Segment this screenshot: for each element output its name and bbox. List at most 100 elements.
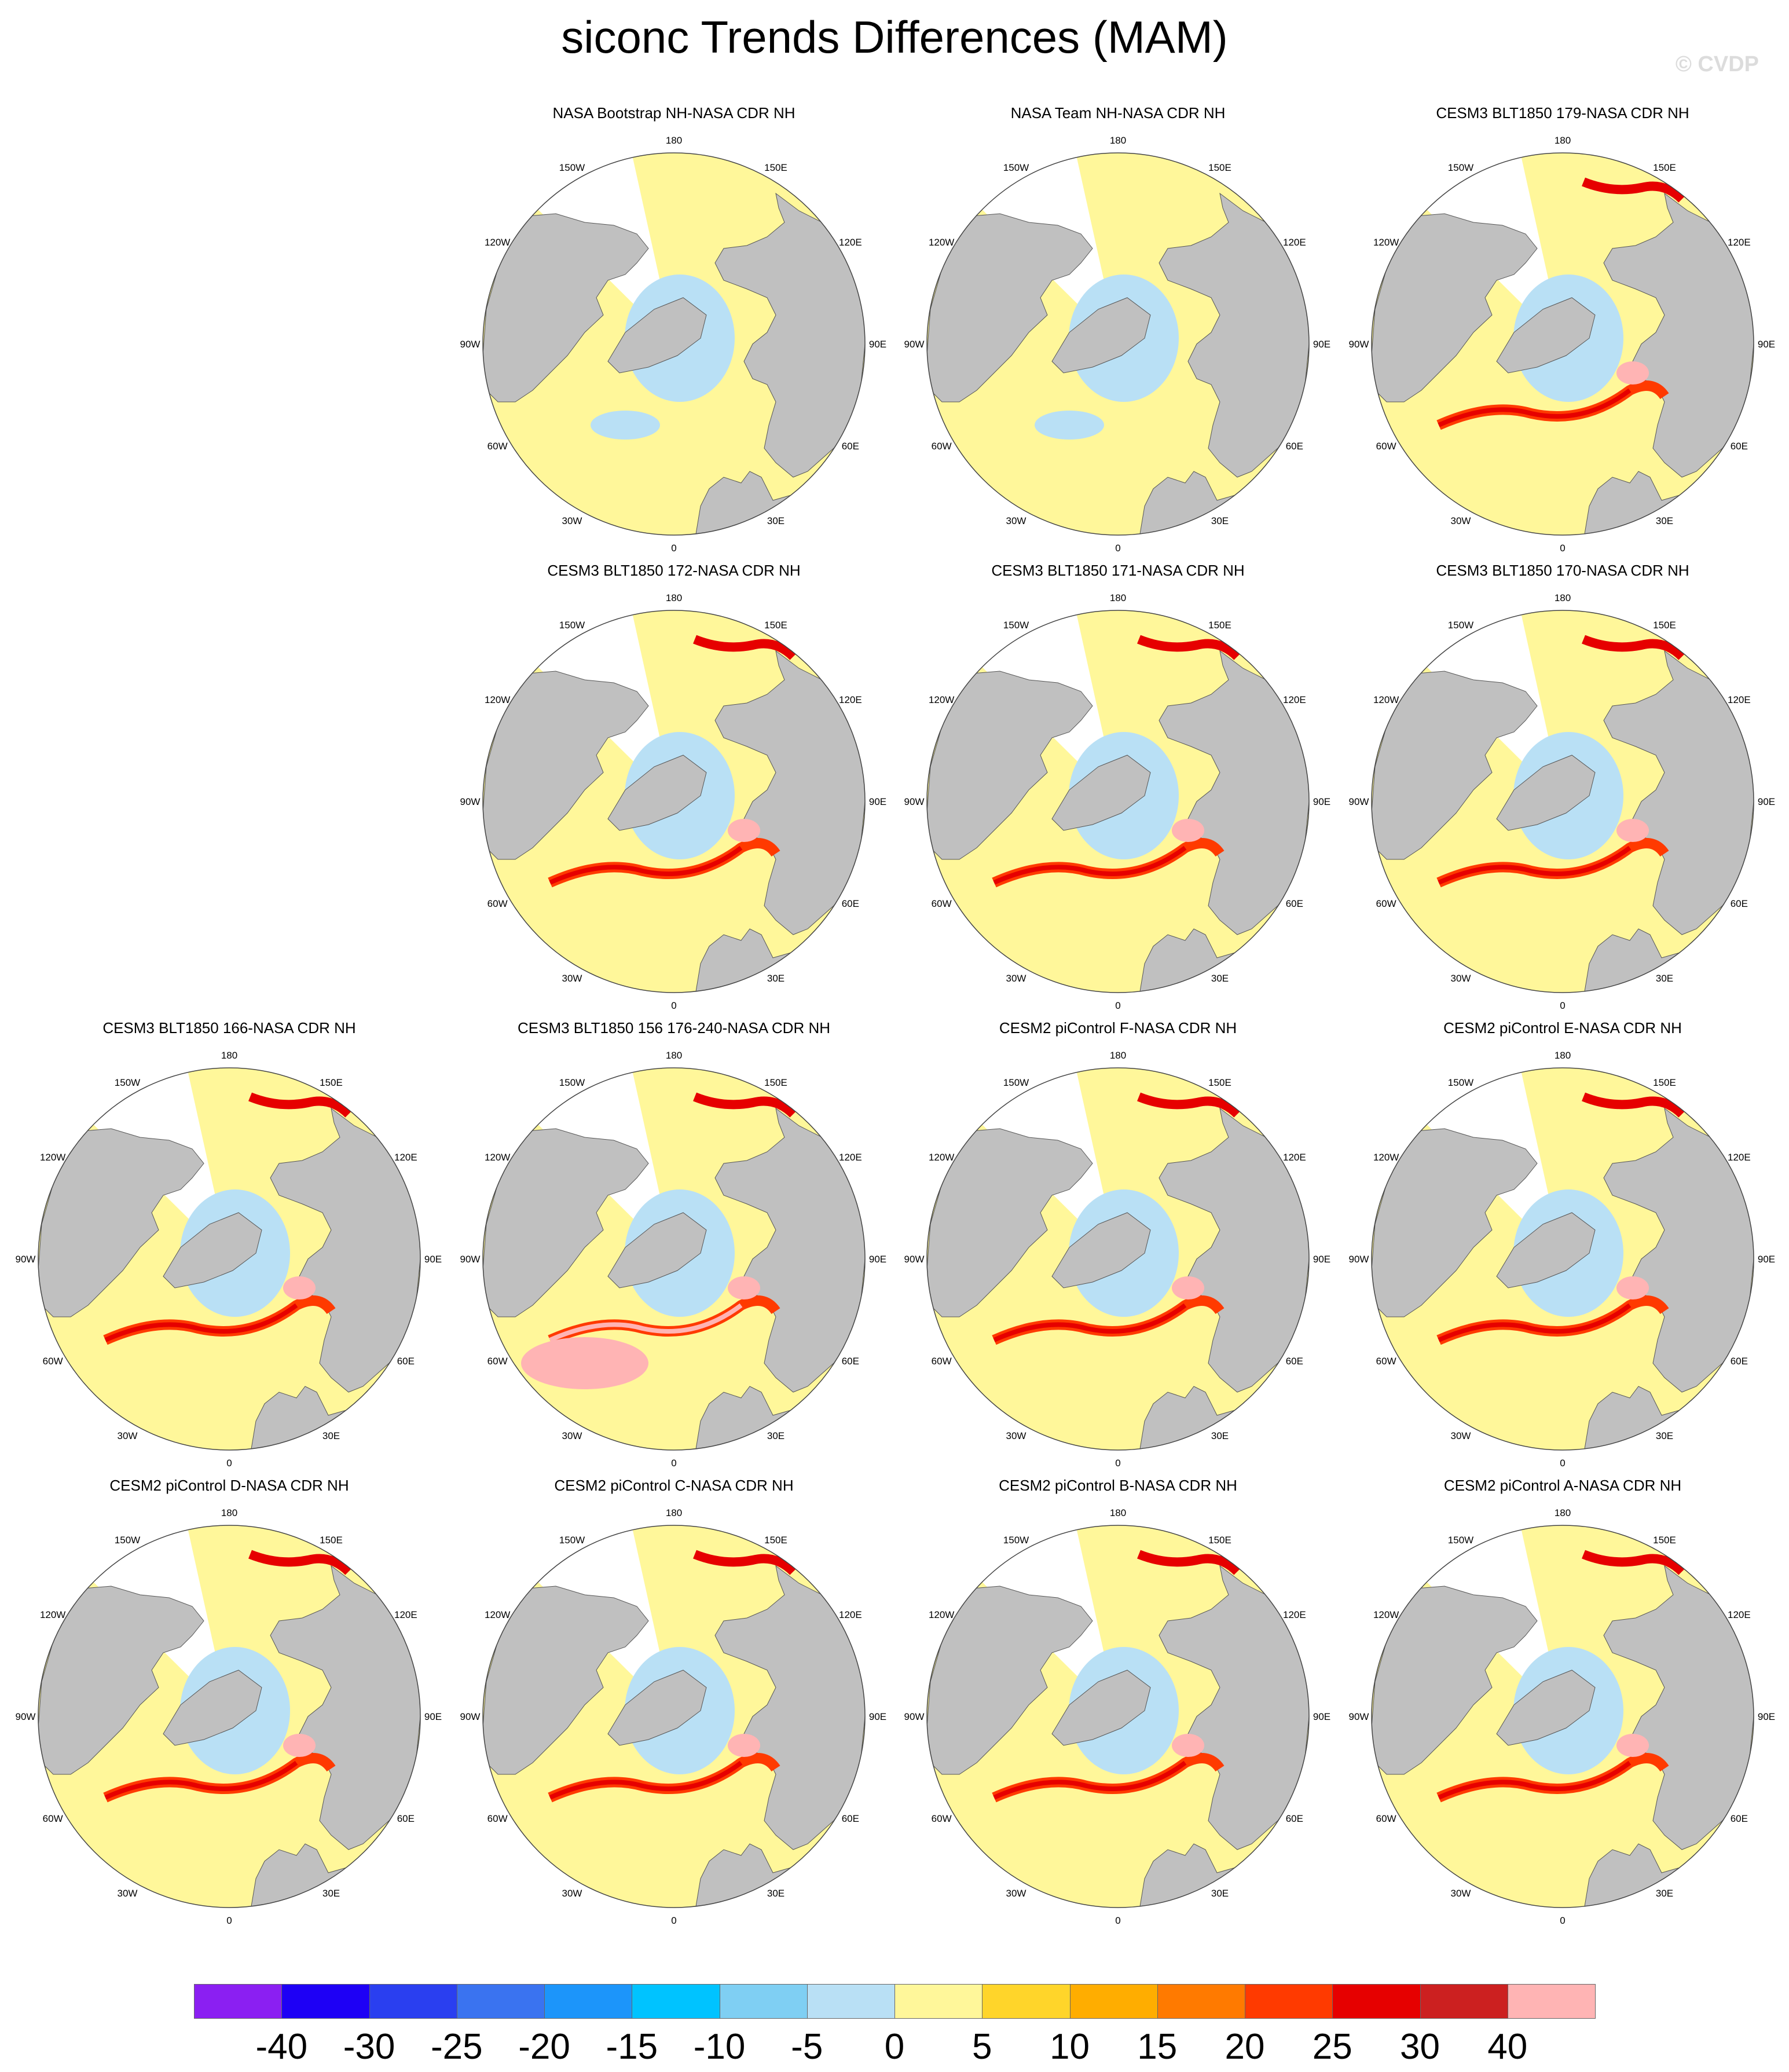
land-mass [607,1212,707,1288]
land-mass [1051,297,1151,374]
longitude-label: 150W [1448,1535,1473,1546]
longitude-label: 60W [932,898,952,909]
panel-title: CESM3 BLT1850 170-NASA CDR NH [1436,562,1689,579]
anomaly-band [104,1760,298,1800]
map-panel: CESM2 piControl A-NASA CDR NH 180 150E 120… [1340,1476,1785,1933]
land-mass [714,192,865,478]
longitude-label: 150W [115,1077,140,1088]
map-border [1371,610,1754,993]
anomaly-band [993,1760,1187,1800]
colorbar-swatch [806,1984,895,2019]
longitude-label: 180 [666,592,682,603]
map-panel: CESM2 piControl D-NASA CDR NH 180 150E 120… [7,1476,452,1933]
longitude-label: 60W [487,441,508,452]
longitude-label: 150W [1003,620,1029,631]
longitude-label: 180 [1555,1050,1571,1061]
panel-title: CESM3 BLT1850 179-NASA CDR NH [1436,104,1689,122]
anomaly-band [1137,635,1241,660]
land-mass [927,671,1093,860]
panel-title: CESM3 BLT1850 171-NASA CDR NH [991,562,1245,579]
map-panel: CESM2 piControl E-NASA CDR NH 180 150E 120… [1340,1018,1785,1476]
longitude-label: 0 [1560,1458,1565,1469]
longitude-label: 120W [929,694,954,705]
longitude-label: 120E [394,1152,417,1163]
longitude-label: 150E [1208,1077,1231,1088]
longitude-label: 120W [1373,1609,1399,1620]
longitude-label: 120E [839,694,862,705]
longitude-label: 90E [1758,796,1775,807]
longitude-label: 150E [764,1077,787,1088]
land-mass [1159,192,1309,478]
longitude-label: 90E [424,1711,442,1722]
longitude-label: 150W [1003,162,1029,173]
longitude-label: 30E [1211,515,1229,526]
colorbar-swatch [544,1984,633,2019]
anomaly-patch [1172,1734,1204,1757]
anomaly-band [549,1760,743,1800]
land-mass [927,213,1093,402]
longitude-label: 60W [932,1813,952,1824]
land-mass [483,671,649,860]
longitude-label: 30W [1006,1430,1027,1441]
longitude-label: 0 [1560,1915,1565,1926]
colorbar-tick-label: -15 [606,2027,658,2067]
anomaly-band [1438,845,1632,885]
longitude-label: 30W [562,1430,582,1441]
colorbar-tick-label: -30 [343,2027,395,2067]
map-panel: CESM3 BLT1850 179-NASA CDR NH 180 150E 120… [1340,103,1785,561]
anomaly-patch [1616,361,1649,385]
longitude-label: 90W [1349,1254,1369,1265]
polar-map: 180 150E 120E 90E 60E 30E 0 30W 60W 90W 120W 150W [16,1050,442,1469]
longitude-label: 30E [767,1430,784,1441]
anomaly-band [248,1550,352,1575]
longitude-label: 60W [487,1356,508,1367]
map-panel: CESM3 BLT1850 172-NASA CDR NH 180 150E 120… [452,561,896,1018]
longitude-label: 90E [869,339,886,350]
colorbar-tick-label: -10 [693,2027,746,2067]
anomaly-patch [1035,411,1104,440]
map-border [482,610,866,993]
land-mass [163,1212,262,1288]
longitude-label: 90W [904,1711,925,1722]
longitude-label: 180 [1555,592,1571,603]
longitude-label: 90W [16,1254,36,1265]
longitude-label: 0 [671,1000,676,1011]
longitude-label: 120E [1283,1152,1306,1163]
longitude-label: 150E [1653,1077,1676,1088]
anomaly-patch [283,1276,316,1299]
longitude-label: 150E [320,1077,343,1088]
panel-title: CESM2 piControl A-NASA CDR NH [1443,1477,1682,1494]
longitude-label: 90W [1349,796,1369,807]
longitude-label: 90E [869,1254,886,1265]
longitude-label: 120W [485,1609,510,1620]
map-border [38,1067,421,1451]
longitude-label: 0 [671,1458,676,1469]
longitude-label: 0 [226,1915,232,1926]
longitude-label: 30W [562,1888,582,1899]
polar-map: 180 150E 120E 90E 60E 30E 0 30W 60W 90W 120W 150W [904,592,1331,1011]
colorbar-swatch [1245,1984,1333,2019]
land-mass [163,1670,262,1746]
longitude-label: 60W [1376,898,1396,909]
longitude-label: 60E [1286,441,1303,452]
longitude-label: 60W [932,1356,952,1367]
colorbar-tick-label: -40 [255,2027,308,2067]
land-mass [927,1586,1093,1775]
colorbar-tick-label: 15 [1137,2027,1178,2067]
land-mass [607,297,707,374]
longitude-label: 120W [485,1152,510,1163]
map-border [482,1525,866,1908]
anomaly-band [1137,1092,1241,1118]
anomaly-patch [728,819,760,842]
longitude-label: 30E [767,973,784,984]
map-panel: CESM3 BLT1850 171-NASA CDR NH 180 150E 120… [896,561,1340,1018]
map-border [1371,1525,1754,1908]
land-mass [483,213,649,402]
longitude-label: 60E [842,898,859,909]
longitude-label: 0 [226,1458,232,1469]
longitude-label: 30W [1451,515,1471,526]
colorbar-tick-label: -20 [518,2027,570,2067]
panel-title: CESM2 piControl D-NASA CDR NH [109,1477,349,1494]
longitude-label: 60W [932,441,952,452]
anomaly-band [104,1303,298,1342]
